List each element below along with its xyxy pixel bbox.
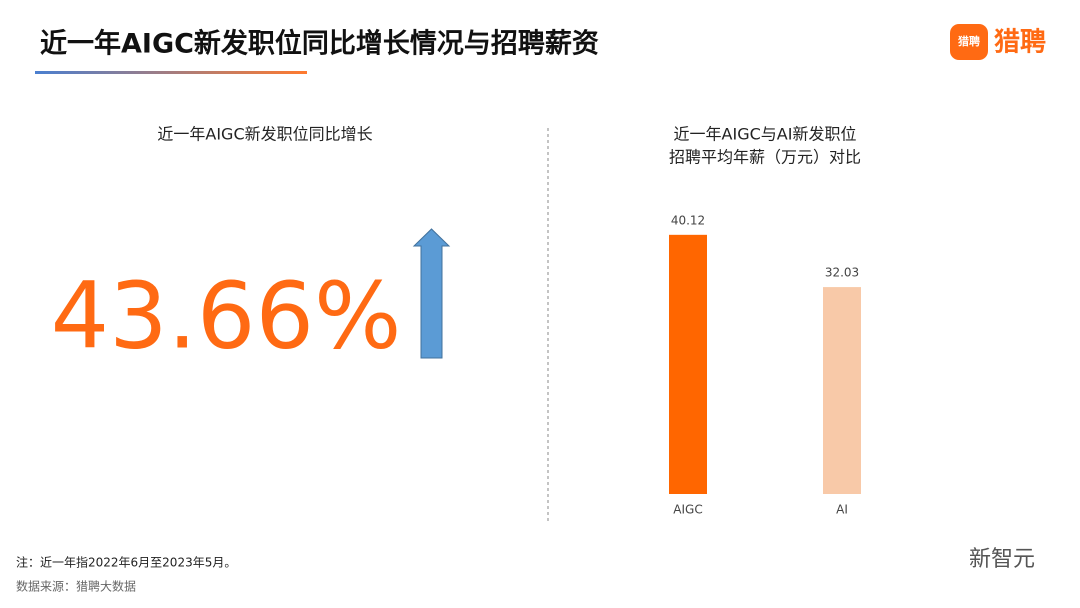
growth-stat: 43.66% [51,262,402,369]
title-underline [35,71,307,74]
logo-text: 猎聘 [994,28,1046,58]
x-tick-label: AIGC [673,503,702,517]
up-arrow [412,228,451,359]
value-label: 32.03 [825,266,859,280]
chart-title: 招聘平均年薪（万元）对比 [669,148,861,167]
bar [669,234,707,494]
x-tick-label: AI [836,503,848,517]
value-label: 40.12 [671,213,705,227]
note: 注：近一年指2022年6月至2023年5月。 [16,555,236,570]
logo-icon-text: 猎聘 [958,34,980,48]
left-title: 近一年AIGC新发职位同比增长 [157,125,372,144]
bar [823,287,861,494]
source: 数据来源：猎聘大数据 [16,579,136,594]
logo-icon [950,24,988,60]
chart-title: 近一年AIGC与AI新发职位 [674,125,857,144]
page-title: 近一年AIGC新发职位同比增长情况与招聘薪资 [40,28,599,60]
watermark: 新智元 [969,547,1035,572]
